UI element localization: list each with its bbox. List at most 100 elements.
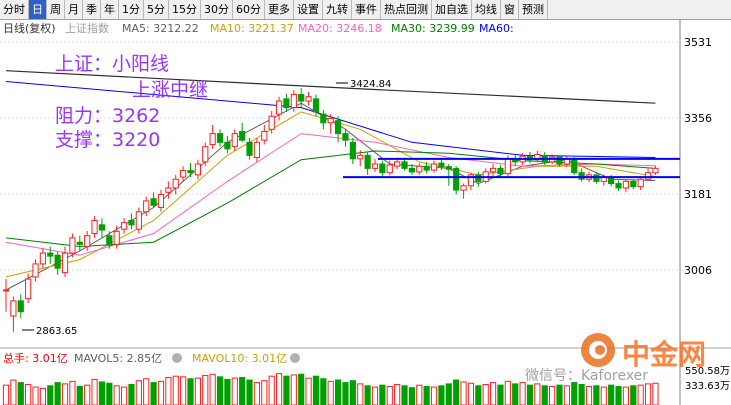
candle [216,129,224,147]
volume-bar [622,386,630,405]
volume-bar [231,377,238,405]
toolbar-item-0[interactable]: 分时 [0,0,29,19]
volume-bar [113,385,120,405]
volume-bar [357,383,364,405]
volume-bar [61,383,69,405]
volume-bar [335,379,342,405]
volume-bar [10,379,17,405]
candle [593,172,600,184]
y-tick-label: 3356 [684,112,712,125]
candle [379,160,386,178]
volume-bar [571,382,578,405]
volume-bar [349,380,356,405]
volume-bar [283,375,290,405]
candle [556,155,563,167]
volume-bar [489,382,497,405]
candle [128,213,135,230]
candle [578,168,585,182]
volume-bar [652,382,659,405]
volume-bar [172,375,179,405]
candle [231,129,238,152]
volume-bar [298,373,305,405]
toolbar-item-11[interactable]: 更多 [265,0,294,19]
candle [357,150,364,167]
volume-bar [453,379,460,405]
candle [194,159,201,180]
toolbar-item-8[interactable]: 15分 [169,0,201,19]
volume-bar [504,380,511,405]
volume-bar [39,387,46,405]
low-label: 2863.65 [36,326,77,337]
volume-bar [128,384,135,405]
toolbar-item-15[interactable]: 热点回测 [381,0,432,19]
volume-bar [157,380,165,405]
legend-index: 上证指数 [65,21,109,35]
candle [76,235,83,251]
volume-bar [519,382,526,405]
candle [61,246,69,277]
volume-bar [549,385,556,405]
candle [467,172,475,191]
volume-bar [630,385,637,405]
volume-bar [32,386,39,405]
candle [187,163,194,178]
volume-bar [460,381,467,405]
candle [453,166,460,195]
volume-bar [47,385,54,405]
candle [113,225,120,249]
mavol-settings-icon[interactable] [172,353,300,363]
volume-bar [202,375,209,405]
volume-bar [534,383,541,405]
toolbar-item-13[interactable]: 九转 [323,0,352,19]
toolbar-item-3[interactable]: 月 [65,0,83,19]
volume-bar [482,384,489,405]
watermark-brand: 中金网 [622,338,706,371]
watermark: 中金网 微信号：Kaforexer [525,333,706,384]
toolbar-item-9[interactable]: 30分 [201,0,233,19]
toolbar-item-17[interactable]: 均线 [472,0,501,19]
toolbar-item-14[interactable]: 事件 [352,0,381,19]
candle [10,296,17,332]
toolbar-item-7[interactable]: 5分 [144,0,169,19]
toolbar-item-18[interactable]: 窗 [501,0,519,19]
volume-bar [150,382,157,405]
candle [268,111,275,134]
toolbar-item-5[interactable]: 年 [101,0,119,19]
candle [615,180,622,191]
candle [312,94,320,117]
toolbar-item-1[interactable]: 日 [29,0,47,19]
toolbar-item-6[interactable]: 1分 [119,0,144,19]
candle [202,142,209,167]
volume-bar [541,385,548,405]
legend-ma20: MA20: 3246.18 [298,22,382,35]
legend-ma5: MA5: 3212.22 [122,22,199,35]
candle [445,164,452,186]
volume-bar [475,385,482,405]
toolbar-item-19[interactable]: 预测 [519,0,548,19]
toolbar-item-10[interactable]: 60分 [233,0,265,19]
candle [275,96,283,121]
volume-bar [327,380,334,405]
candle [239,122,246,143]
candle [652,165,659,175]
volume-bar [585,385,593,405]
candle [25,273,32,304]
volume-bar [644,383,652,405]
candle [120,217,128,234]
toolbar-item-12[interactable]: 设置 [294,0,323,19]
volume-bar [17,382,24,405]
toolbar-item-4[interactable]: 季 [83,0,101,19]
volume-mavol5: MAVOL5: 2.85亿 [74,352,162,365]
candle [47,246,54,264]
candle [180,166,187,182]
volume-bar [305,377,312,405]
volume-bar [556,384,563,405]
volume-bar [497,384,504,405]
candle [371,158,379,172]
volume-bar [445,383,452,405]
high-label: 3424.84 [350,79,391,90]
toolbar-item-16[interactable]: 加自选 [432,0,472,19]
toolbar-item-2[interactable]: 周 [47,0,65,19]
candle [172,174,179,195]
volume-bar [416,384,423,405]
